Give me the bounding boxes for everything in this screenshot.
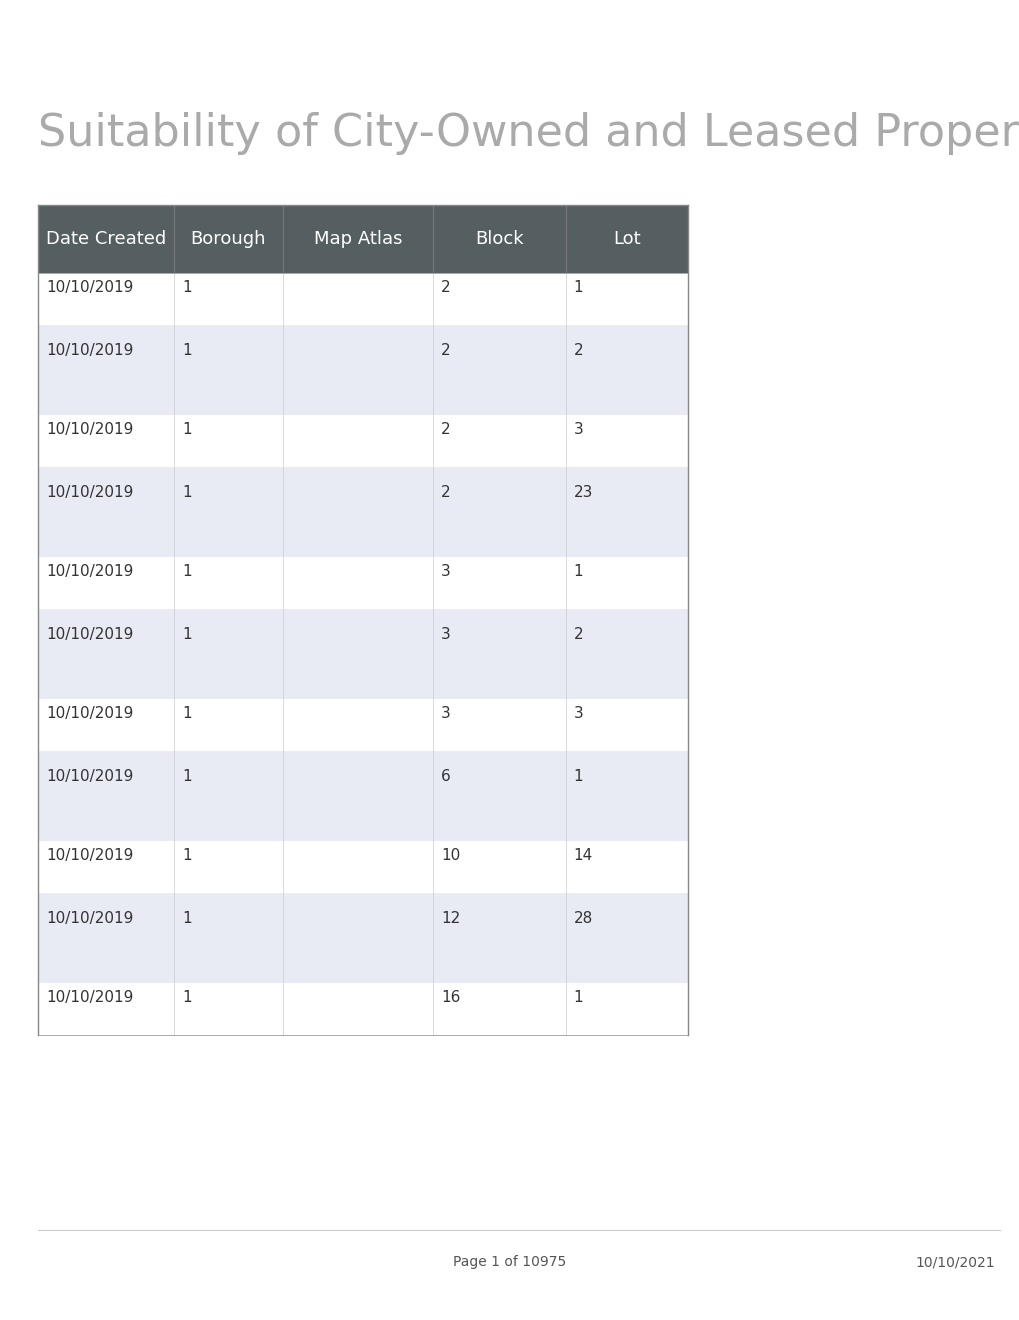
Text: 1: 1 (182, 706, 192, 721)
Text: 3: 3 (440, 627, 450, 642)
Text: 1: 1 (573, 768, 583, 784)
Text: Map Atlas: Map Atlas (313, 230, 401, 248)
Bar (38, 467, 688, 557)
Text: 10/10/2019: 10/10/2019 (46, 484, 133, 500)
Text: 10/10/2019: 10/10/2019 (46, 422, 133, 437)
Text: 1: 1 (573, 280, 583, 296)
Text: 3: 3 (440, 706, 450, 721)
Text: 1: 1 (182, 564, 192, 579)
Text: 10/10/2019: 10/10/2019 (46, 990, 133, 1005)
Text: 1: 1 (182, 847, 192, 863)
Bar (38, 557, 688, 609)
Text: 6: 6 (440, 768, 450, 784)
Text: 2: 2 (573, 343, 583, 358)
Text: 10/10/2019: 10/10/2019 (46, 627, 133, 642)
Text: 10/10/2019: 10/10/2019 (46, 280, 133, 296)
Text: 3: 3 (573, 706, 583, 721)
Text: Block: Block (475, 230, 523, 248)
Bar (38, 983, 688, 1035)
Text: 1: 1 (182, 990, 192, 1005)
Text: 1: 1 (573, 564, 583, 579)
Bar (38, 205, 688, 273)
Text: Borough: Borough (191, 230, 266, 248)
Text: Suitability of City-Owned and Leased Property for Urban Agric: Suitability of City-Owned and Leased Pro… (38, 112, 1019, 154)
Text: 14: 14 (573, 847, 592, 863)
Text: 2: 2 (440, 280, 450, 296)
Text: Page 1 of 10975: Page 1 of 10975 (452, 1255, 567, 1269)
Text: 28: 28 (573, 911, 592, 925)
Text: 2: 2 (440, 484, 450, 500)
Text: Date Created: Date Created (46, 230, 166, 248)
Text: 10/10/2021: 10/10/2021 (914, 1255, 994, 1269)
Text: 2: 2 (440, 422, 450, 437)
Bar (38, 273, 688, 325)
Text: 10/10/2019: 10/10/2019 (46, 343, 133, 358)
Text: 10/10/2019: 10/10/2019 (46, 564, 133, 579)
Text: 10/10/2019: 10/10/2019 (46, 911, 133, 925)
Bar (38, 325, 688, 414)
Bar (38, 894, 688, 983)
Text: 10: 10 (440, 847, 460, 863)
Text: Lot: Lot (612, 230, 640, 248)
Text: 2: 2 (440, 343, 450, 358)
Text: 10/10/2019: 10/10/2019 (46, 706, 133, 721)
Bar (38, 700, 688, 751)
Text: 1: 1 (182, 911, 192, 925)
Text: 23: 23 (573, 484, 592, 500)
Text: 1: 1 (573, 990, 583, 1005)
Text: 16: 16 (440, 990, 460, 1005)
Text: 2: 2 (573, 627, 583, 642)
Bar (38, 609, 688, 700)
Text: 1: 1 (182, 422, 192, 437)
Text: 1: 1 (182, 280, 192, 296)
Text: 12: 12 (440, 911, 460, 925)
Text: 10/10/2019: 10/10/2019 (46, 847, 133, 863)
Bar (38, 841, 688, 894)
Text: 1: 1 (182, 768, 192, 784)
Text: 10/10/2019: 10/10/2019 (46, 768, 133, 784)
Text: 1: 1 (182, 343, 192, 358)
Text: 1: 1 (182, 484, 192, 500)
Text: 3: 3 (573, 422, 583, 437)
Text: 1: 1 (182, 627, 192, 642)
Text: 3: 3 (440, 564, 450, 579)
Bar (38, 414, 688, 467)
Bar (38, 751, 688, 841)
